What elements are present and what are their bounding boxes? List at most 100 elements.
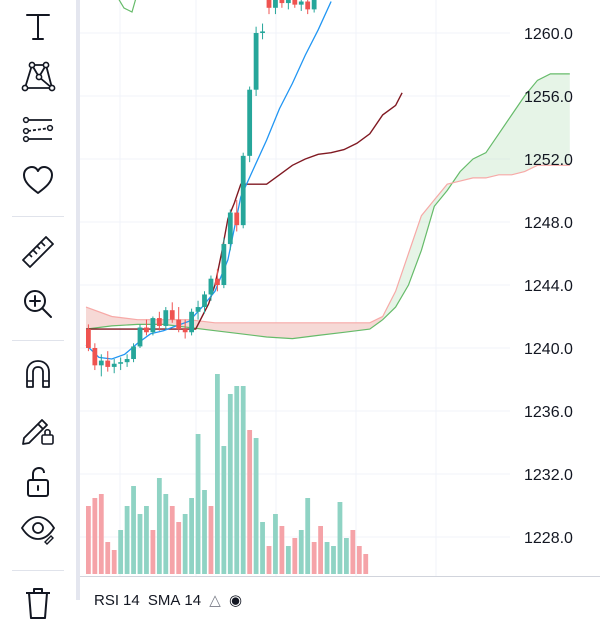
candle-body — [118, 362, 124, 364]
candle-body — [292, 0, 298, 5]
prediction-tool-button[interactable] — [14, 108, 62, 152]
zoom-in-icon — [24, 290, 52, 318]
text-tool-button[interactable] — [14, 4, 62, 48]
volume-bar — [98, 494, 104, 574]
volume-bar — [227, 394, 233, 574]
volume-bar — [215, 374, 220, 574]
candle-body — [86, 329, 91, 348]
volume-bar — [279, 526, 285, 574]
xabcd-pattern-icon — [21, 61, 56, 92]
candle-body — [227, 212, 233, 245]
zoom-tool-button[interactable] — [14, 282, 62, 326]
toolbar-separator — [12, 340, 64, 341]
trash-icon — [26, 588, 50, 619]
candle-body — [163, 310, 169, 326]
lock-all-tool-button[interactable] — [14, 460, 62, 504]
favorites-tool-button[interactable] — [14, 158, 62, 202]
heart-icon — [23, 166, 53, 194]
rsi-ma-length: 14 — [184, 592, 202, 609]
lock-drawing-tool-button[interactable] — [14, 406, 62, 450]
volume-bar — [144, 506, 149, 574]
volume-bar — [195, 434, 201, 574]
candle-body — [182, 329, 188, 333]
conversion-line — [85, 1, 332, 360]
chart-pane[interactable]: 1260.0 1256.0 1252.0 1248.0 1244.0 1240.0 1236… — [80, 0, 600, 600]
candle-body — [98, 360, 104, 366]
rsi-ma-type: SMA — [147, 592, 181, 609]
chart-grid — [80, 0, 510, 576]
base-line — [86, 92, 403, 330]
volume-bar — [324, 542, 330, 574]
candle-body — [131, 346, 136, 360]
patterns-tool-button[interactable] — [14, 54, 62, 98]
price-axis-label: 1256.0 — [524, 89, 573, 106]
volume-bar — [344, 538, 349, 574]
candle-body — [253, 33, 259, 90]
measure-tool-button[interactable] — [14, 230, 62, 274]
candle-body — [176, 319, 182, 330]
price-axis-label: 1236.0 — [524, 404, 573, 421]
volume-bar — [305, 498, 311, 574]
candle-body — [208, 278, 214, 295]
volume-bar — [350, 530, 356, 574]
candle-body — [169, 310, 175, 320]
volume-bar — [356, 546, 362, 574]
cloud-fill — [86, 73, 570, 339]
rsi-legend[interactable]: RSI 14 SMA 14 △ ◉ — [94, 591, 246, 609]
volume-bar — [131, 486, 136, 574]
volume-bar — [363, 554, 369, 574]
candle-body — [150, 318, 156, 333]
candle-body — [273, 0, 278, 8]
volume-bar — [156, 478, 162, 574]
volume-bar — [260, 522, 265, 574]
candle-body — [189, 311, 194, 333]
rsi-pane[interactable]: RSI 14 SMA 14 △ ◉ — [80, 576, 600, 609]
volume-bar — [137, 514, 143, 574]
candle-body — [156, 318, 162, 326]
lagging-span — [118, 0, 137, 13]
volume-bar — [92, 498, 98, 574]
eye-icon[interactable]: ◉ — [228, 592, 243, 609]
volume-bar — [273, 514, 278, 574]
unlock-icon — [27, 466, 49, 497]
volume-bar — [285, 546, 291, 574]
volume-bar — [169, 506, 175, 574]
volume-bar — [266, 546, 272, 574]
forecast-lines-icon — [22, 116, 54, 143]
candle-body — [124, 359, 130, 363]
volume-bar — [234, 386, 240, 574]
ichimoku-lines — [85, 0, 403, 360]
toolbar-separator — [12, 570, 64, 571]
volume-bar — [202, 490, 207, 574]
price-chart[interactable]: 1260.0 1256.0 1252.0 1248.0 1244.0 1240.0 1236… — [80, 0, 600, 576]
volume-bar — [311, 542, 317, 574]
price-axis: 1260.0 1256.0 1252.0 1248.0 1244.0 1240.0 1236… — [524, 26, 573, 547]
candle-body — [215, 278, 220, 285]
rsi-name: RSI — [94, 592, 120, 609]
volume-bar — [163, 494, 169, 574]
leading-span-a — [85, 73, 570, 340]
volume-bar — [292, 538, 298, 574]
candle-body — [137, 327, 143, 347]
leading-span-b — [85, 164, 570, 324]
volume-bar — [253, 438, 259, 574]
volume-bars — [86, 374, 369, 574]
volume-bar — [240, 386, 246, 574]
price-axis-label: 1252.0 — [524, 152, 573, 169]
candle-body — [305, 1, 311, 10]
chevron-up-icon[interactable]: △ — [209, 592, 221, 609]
hide-drawings-tool-button[interactable] — [14, 506, 62, 550]
candle-body — [111, 363, 117, 367]
price-axis-label: 1232.0 — [524, 467, 573, 484]
candle-body — [266, 0, 272, 8]
candle-body — [221, 244, 227, 285]
toolbar-separator — [12, 216, 64, 217]
volume-bar — [318, 526, 323, 574]
eye-icon — [20, 516, 56, 545]
candle-body — [105, 360, 111, 367]
remove-tool-button[interactable] — [14, 580, 62, 624]
magnet-tool-button[interactable] — [14, 352, 62, 396]
volume-bar — [221, 446, 227, 574]
volume-bar — [176, 522, 182, 574]
candle-body — [285, 0, 291, 4]
